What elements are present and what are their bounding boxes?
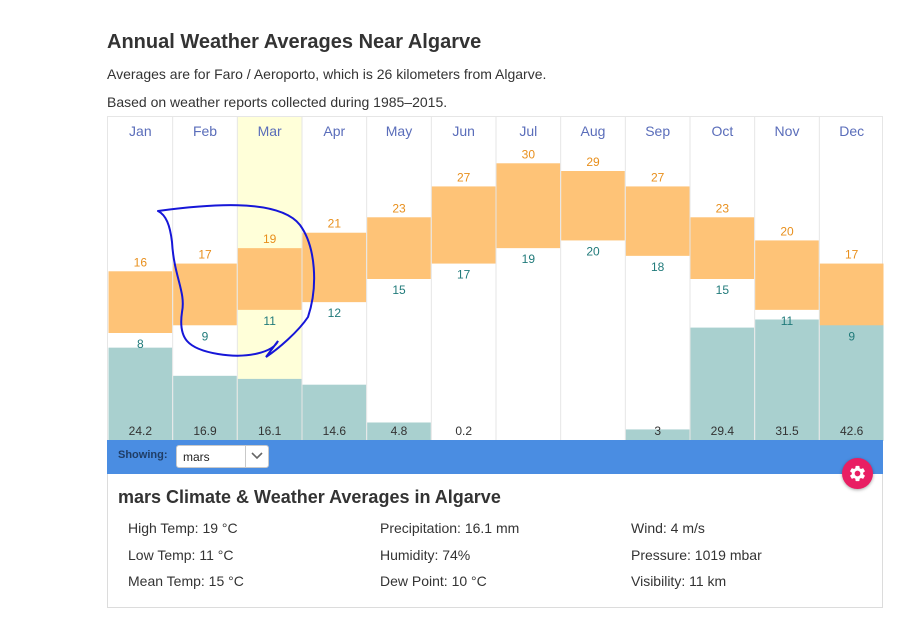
- visibility-stat: Visibility: 11 km: [631, 573, 727, 589]
- month-label: Jan: [129, 123, 152, 139]
- month-label: Feb: [193, 123, 217, 139]
- page-title: Annual Weather Averages Near Algarve: [107, 31, 482, 53]
- monthly-weather-chart: Jan 24.2 16 8 Feb 16.9 17 9 Mar 16.1 19 11 Apr 14.6 21…: [107, 116, 884, 441]
- precip-bar: [367, 422, 431, 441]
- month-label: Jun: [452, 123, 475, 139]
- gear-icon: [850, 465, 865, 482]
- high-temp-label: 19: [263, 232, 277, 246]
- data-period-note: Based on weather reports collected durin…: [107, 94, 448, 110]
- temp-range-bar: [819, 263, 884, 326]
- high-temp-label: 23: [716, 201, 730, 215]
- precip-bar: [237, 378, 302, 441]
- precip-label: 16.1: [258, 424, 282, 438]
- low-temp-label: 11: [781, 314, 794, 328]
- dew-point-stat: Dew Point: 10 °C: [380, 573, 487, 589]
- precip-label: 4.8: [391, 424, 408, 438]
- precip-label: 0.2: [455, 424, 472, 438]
- hand-drawn-annotation: [157, 204, 316, 358]
- temp-range-bar: [237, 248, 302, 310]
- month-label: Jul: [519, 123, 537, 139]
- precip-bar: [173, 375, 237, 441]
- temp-range-bar: [755, 240, 819, 310]
- temp-range-bar: [302, 232, 367, 303]
- precip-bar: [302, 384, 367, 441]
- precip-bar: [755, 319, 819, 441]
- low-temp-label: 11: [263, 314, 276, 328]
- high-temp-label: 23: [392, 201, 406, 215]
- showing-label: Showing:: [118, 449, 168, 461]
- showing-toolbar: Showing: mars: [107, 440, 883, 474]
- low-temp-label: 15: [716, 283, 730, 297]
- high-temp-label: 30: [522, 147, 536, 161]
- month-label: Apr: [323, 123, 345, 139]
- mean-temp-stat: Mean Temp: 15 °C: [128, 573, 244, 589]
- high-temp-label: 21: [328, 217, 342, 231]
- low-temp-label: 8: [137, 337, 144, 351]
- month-select[interactable]: mars: [176, 445, 269, 468]
- low-temp-label: 12: [328, 306, 342, 320]
- low-temp-label: 9: [202, 329, 209, 343]
- month-label: Aug: [581, 123, 606, 139]
- wind-stat: Wind: 4 m/s: [631, 520, 705, 536]
- high-temp-label: 17: [198, 248, 212, 262]
- precip-label: 14.6: [323, 424, 347, 438]
- high-temp-label: 16: [134, 255, 148, 269]
- temp-range-bar: [431, 186, 496, 264]
- pressure-stat: Pressure: 1019 mbar: [631, 547, 762, 563]
- precip-label: 42.6: [840, 424, 864, 438]
- precip-label: 29.4: [711, 424, 735, 438]
- temp-range-bar: [625, 186, 690, 256]
- chevron-down-icon[interactable]: [245, 446, 268, 467]
- high-temp-label: 27: [457, 170, 471, 184]
- detail-title: mars Climate & Weather Averages in Algar…: [118, 487, 501, 507]
- month-label: May: [386, 123, 412, 139]
- humidity-stat: Humidity: 74%: [380, 547, 471, 563]
- temp-range-bar: [690, 217, 755, 279]
- low-temp-label: 9: [848, 329, 855, 343]
- month-label: Nov: [775, 123, 800, 139]
- temp-range-bar: [173, 263, 237, 326]
- precip-bar: [108, 347, 173, 441]
- precip-label: 24.2: [129, 424, 153, 438]
- settings-button[interactable]: [842, 458, 873, 489]
- low-temp-stat: Low Temp: 11 °C: [128, 547, 234, 563]
- precip-bar: [690, 327, 755, 441]
- month-label: Oct: [711, 123, 733, 139]
- precip-label: 3: [654, 424, 661, 438]
- month-label: Mar: [258, 123, 282, 139]
- precip-bar: [625, 429, 690, 441]
- month-column-sep[interactable]: [625, 117, 690, 441]
- precipitation-stat: Precipitation: 16.1 mm: [380, 520, 520, 536]
- temp-range-bar: [108, 271, 173, 333]
- precip-label: 31.5: [775, 424, 799, 438]
- low-temp-label: 20: [586, 244, 600, 258]
- high-temp-label: 20: [780, 224, 794, 238]
- month-label: Dec: [839, 123, 864, 139]
- high-temp-label: 29: [586, 155, 600, 169]
- month-select-value: mars: [183, 450, 210, 464]
- low-temp-label: 17: [457, 268, 471, 282]
- high-temp-label: 27: [651, 170, 665, 184]
- precip-label: 16.9: [193, 424, 217, 438]
- high-temp-label: 17: [845, 248, 859, 262]
- temp-range-bar: [561, 171, 625, 241]
- low-temp-label: 19: [522, 252, 536, 266]
- chart-canvas: Jan 24.2 16 8 Feb 16.9 17 9 Mar 16.1 19 11 Apr 14.6 21…: [108, 117, 884, 441]
- high-temp-stat: High Temp: 19 °C: [128, 520, 238, 536]
- month-detail-panel: mars Climate & Weather Averages in Algar…: [107, 474, 883, 608]
- station-description: Averages are for Faro / Aeroporto, which…: [107, 66, 547, 82]
- low-temp-label: 15: [392, 283, 406, 297]
- month-label: Sep: [645, 123, 670, 139]
- low-temp-label: 18: [651, 260, 665, 274]
- temp-range-bar: [496, 163, 561, 249]
- temp-range-bar: [367, 217, 431, 279]
